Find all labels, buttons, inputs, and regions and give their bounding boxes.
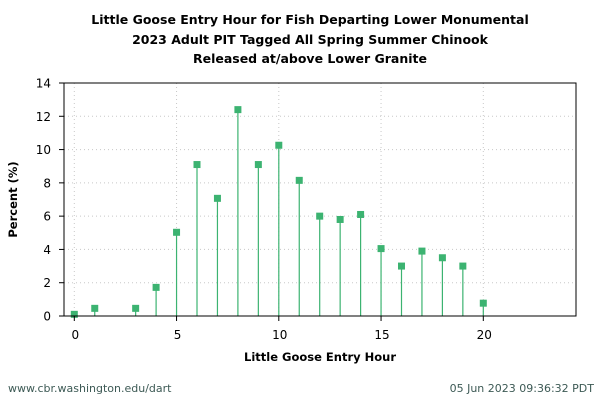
data-point-marker xyxy=(213,194,221,202)
data-point-marker xyxy=(479,299,487,307)
x-tick-label: 5 xyxy=(174,328,182,342)
data-point-marker xyxy=(70,310,78,318)
timestamp: 05 Jun 2023 09:36:32 PDT xyxy=(449,382,594,395)
source-url: www.cbr.washington.edu/dart xyxy=(8,382,172,395)
data-point-marker xyxy=(398,262,405,270)
y-tick-label: 4 xyxy=(43,243,51,257)
data-point-marker xyxy=(316,212,324,220)
data-point-marker xyxy=(254,161,262,169)
data-point-marker xyxy=(193,161,201,169)
data-point-marker xyxy=(357,210,365,218)
data-point-marker xyxy=(275,141,283,149)
data-point-marker xyxy=(132,304,140,312)
data-point-marker xyxy=(234,106,242,114)
y-tick-label: 6 xyxy=(43,210,51,224)
x-axis-label: Little Goose Entry Hour xyxy=(244,350,396,364)
y-tick-label: 0 xyxy=(43,310,51,324)
title-line-1: Little Goose Entry Hour for Fish Departi… xyxy=(91,12,529,27)
data-point-marker xyxy=(295,176,303,184)
x-tick-label: 0 xyxy=(71,328,79,342)
data-point-marker xyxy=(377,245,385,253)
title-line-3: Released at/above Lower Granite xyxy=(192,51,428,66)
data-point-marker xyxy=(459,262,467,270)
data-point-marker xyxy=(173,228,181,236)
y-tick-label: 8 xyxy=(43,176,51,190)
y-tick-label: 10 xyxy=(36,143,51,157)
x-tick-label: 10 xyxy=(272,328,287,342)
chart-title: Little Goose Entry Hour for Fish Departi… xyxy=(0,10,600,69)
title-line-2: 2023 Adult PIT Tagged All Spring Summer … xyxy=(132,31,488,47)
plot-frame xyxy=(63,82,577,317)
y-axis-label: Percent (%) xyxy=(6,161,20,237)
y-tick-label: 2 xyxy=(43,276,51,290)
data-point-marker xyxy=(152,283,160,291)
x-tick-label: 20 xyxy=(477,328,492,342)
y-tick-label: 12 xyxy=(36,110,51,124)
data-point-marker xyxy=(336,215,344,223)
y-tick-label: 14 xyxy=(36,77,51,91)
data-point-marker xyxy=(91,304,99,312)
x-tick-label: 15 xyxy=(374,328,389,342)
data-point-marker xyxy=(418,247,426,255)
data-point-marker xyxy=(438,254,446,262)
